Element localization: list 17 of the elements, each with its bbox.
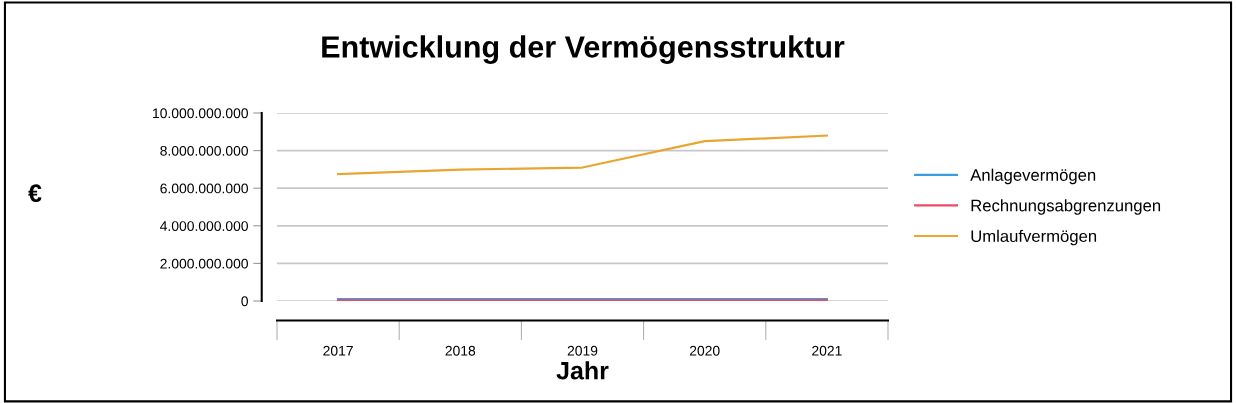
legend-label: Umlaufvermögen <box>971 229 1097 246</box>
x-tick-label: 2020 <box>689 345 720 356</box>
x-axis-title: Jahr <box>556 361 609 380</box>
y-tick-label: 8.000.000.000 <box>160 145 248 156</box>
y-tick-label: 2.000.000.000 <box>160 258 248 269</box>
legend-label: Anlagevermögen <box>970 168 1096 185</box>
y-tick-label: 0 <box>241 296 248 307</box>
x-tick-label: 2021 <box>812 345 842 356</box>
y-axis-title: € <box>28 184 42 203</box>
x-tick-label: 2018 <box>445 345 476 356</box>
x-tick-label: 2017 <box>323 345 353 356</box>
chart-title: Entwicklung der Vermögensstruktur <box>322 35 845 64</box>
y-tick-label: 6.000.000.000 <box>160 183 248 194</box>
x-tick-label: 2019 <box>567 345 598 356</box>
y-tick-label: 10.000.000.000 <box>153 108 248 119</box>
y-tick-label: 4.000.000.000 <box>160 221 248 231</box>
legend-label: Rechnungsabgrenzungen <box>971 199 1161 215</box>
